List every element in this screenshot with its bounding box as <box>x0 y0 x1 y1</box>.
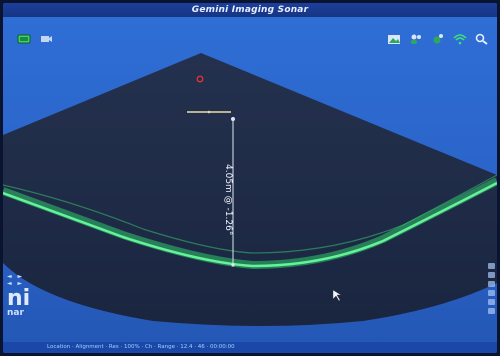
wifi-icon[interactable] <box>453 33 467 45</box>
side-panel: ◄ ► ◄ ► ni nar <box>7 273 30 318</box>
search-icon[interactable] <box>475 33 489 45</box>
scroll-tick[interactable] <box>488 281 495 287</box>
measure-start-handle[interactable] <box>231 117 235 121</box>
scroll-tick[interactable] <box>488 308 495 314</box>
users-icon[interactable] <box>409 33 423 45</box>
app-window: Gemini Imaging Sonar <box>3 3 497 353</box>
left-toolbar <box>17 33 53 45</box>
sonar-view[interactable]: 4.05m @ -1.26° <box>3 3 497 353</box>
logo-text: ni <box>7 286 31 311</box>
status-bar: Location · Alignment · Res · 100% · Ch ·… <box>3 342 497 353</box>
reference-dot <box>207 110 211 114</box>
scroll-tick[interactable] <box>488 290 495 296</box>
record-icon[interactable] <box>17 33 31 45</box>
camera-icon[interactable] <box>39 33 53 45</box>
settings-icon[interactable] <box>431 33 445 45</box>
measure-end-handle[interactable] <box>231 263 235 267</box>
logo-subtext: nar <box>7 308 24 318</box>
scroll-tick[interactable] <box>488 272 495 278</box>
right-toolbar <box>387 33 489 45</box>
scroll-tick[interactable] <box>488 263 495 269</box>
image-icon[interactable] <box>387 33 401 45</box>
window-title: Gemini Imaging Sonar <box>3 3 497 17</box>
mouse-cursor <box>332 289 342 302</box>
origin-marker <box>196 75 204 83</box>
right-scroll-controls[interactable] <box>488 263 495 343</box>
sonar-fan <box>3 53 497 326</box>
side-controls[interactable]: ◄ ► <box>7 273 25 280</box>
echo-return <box>3 174 497 270</box>
side-controls-2[interactable]: ◄ ► <box>7 280 25 287</box>
scroll-tick[interactable] <box>488 299 495 305</box>
measure-label: 4.05m @ -1.26° <box>223 164 233 235</box>
